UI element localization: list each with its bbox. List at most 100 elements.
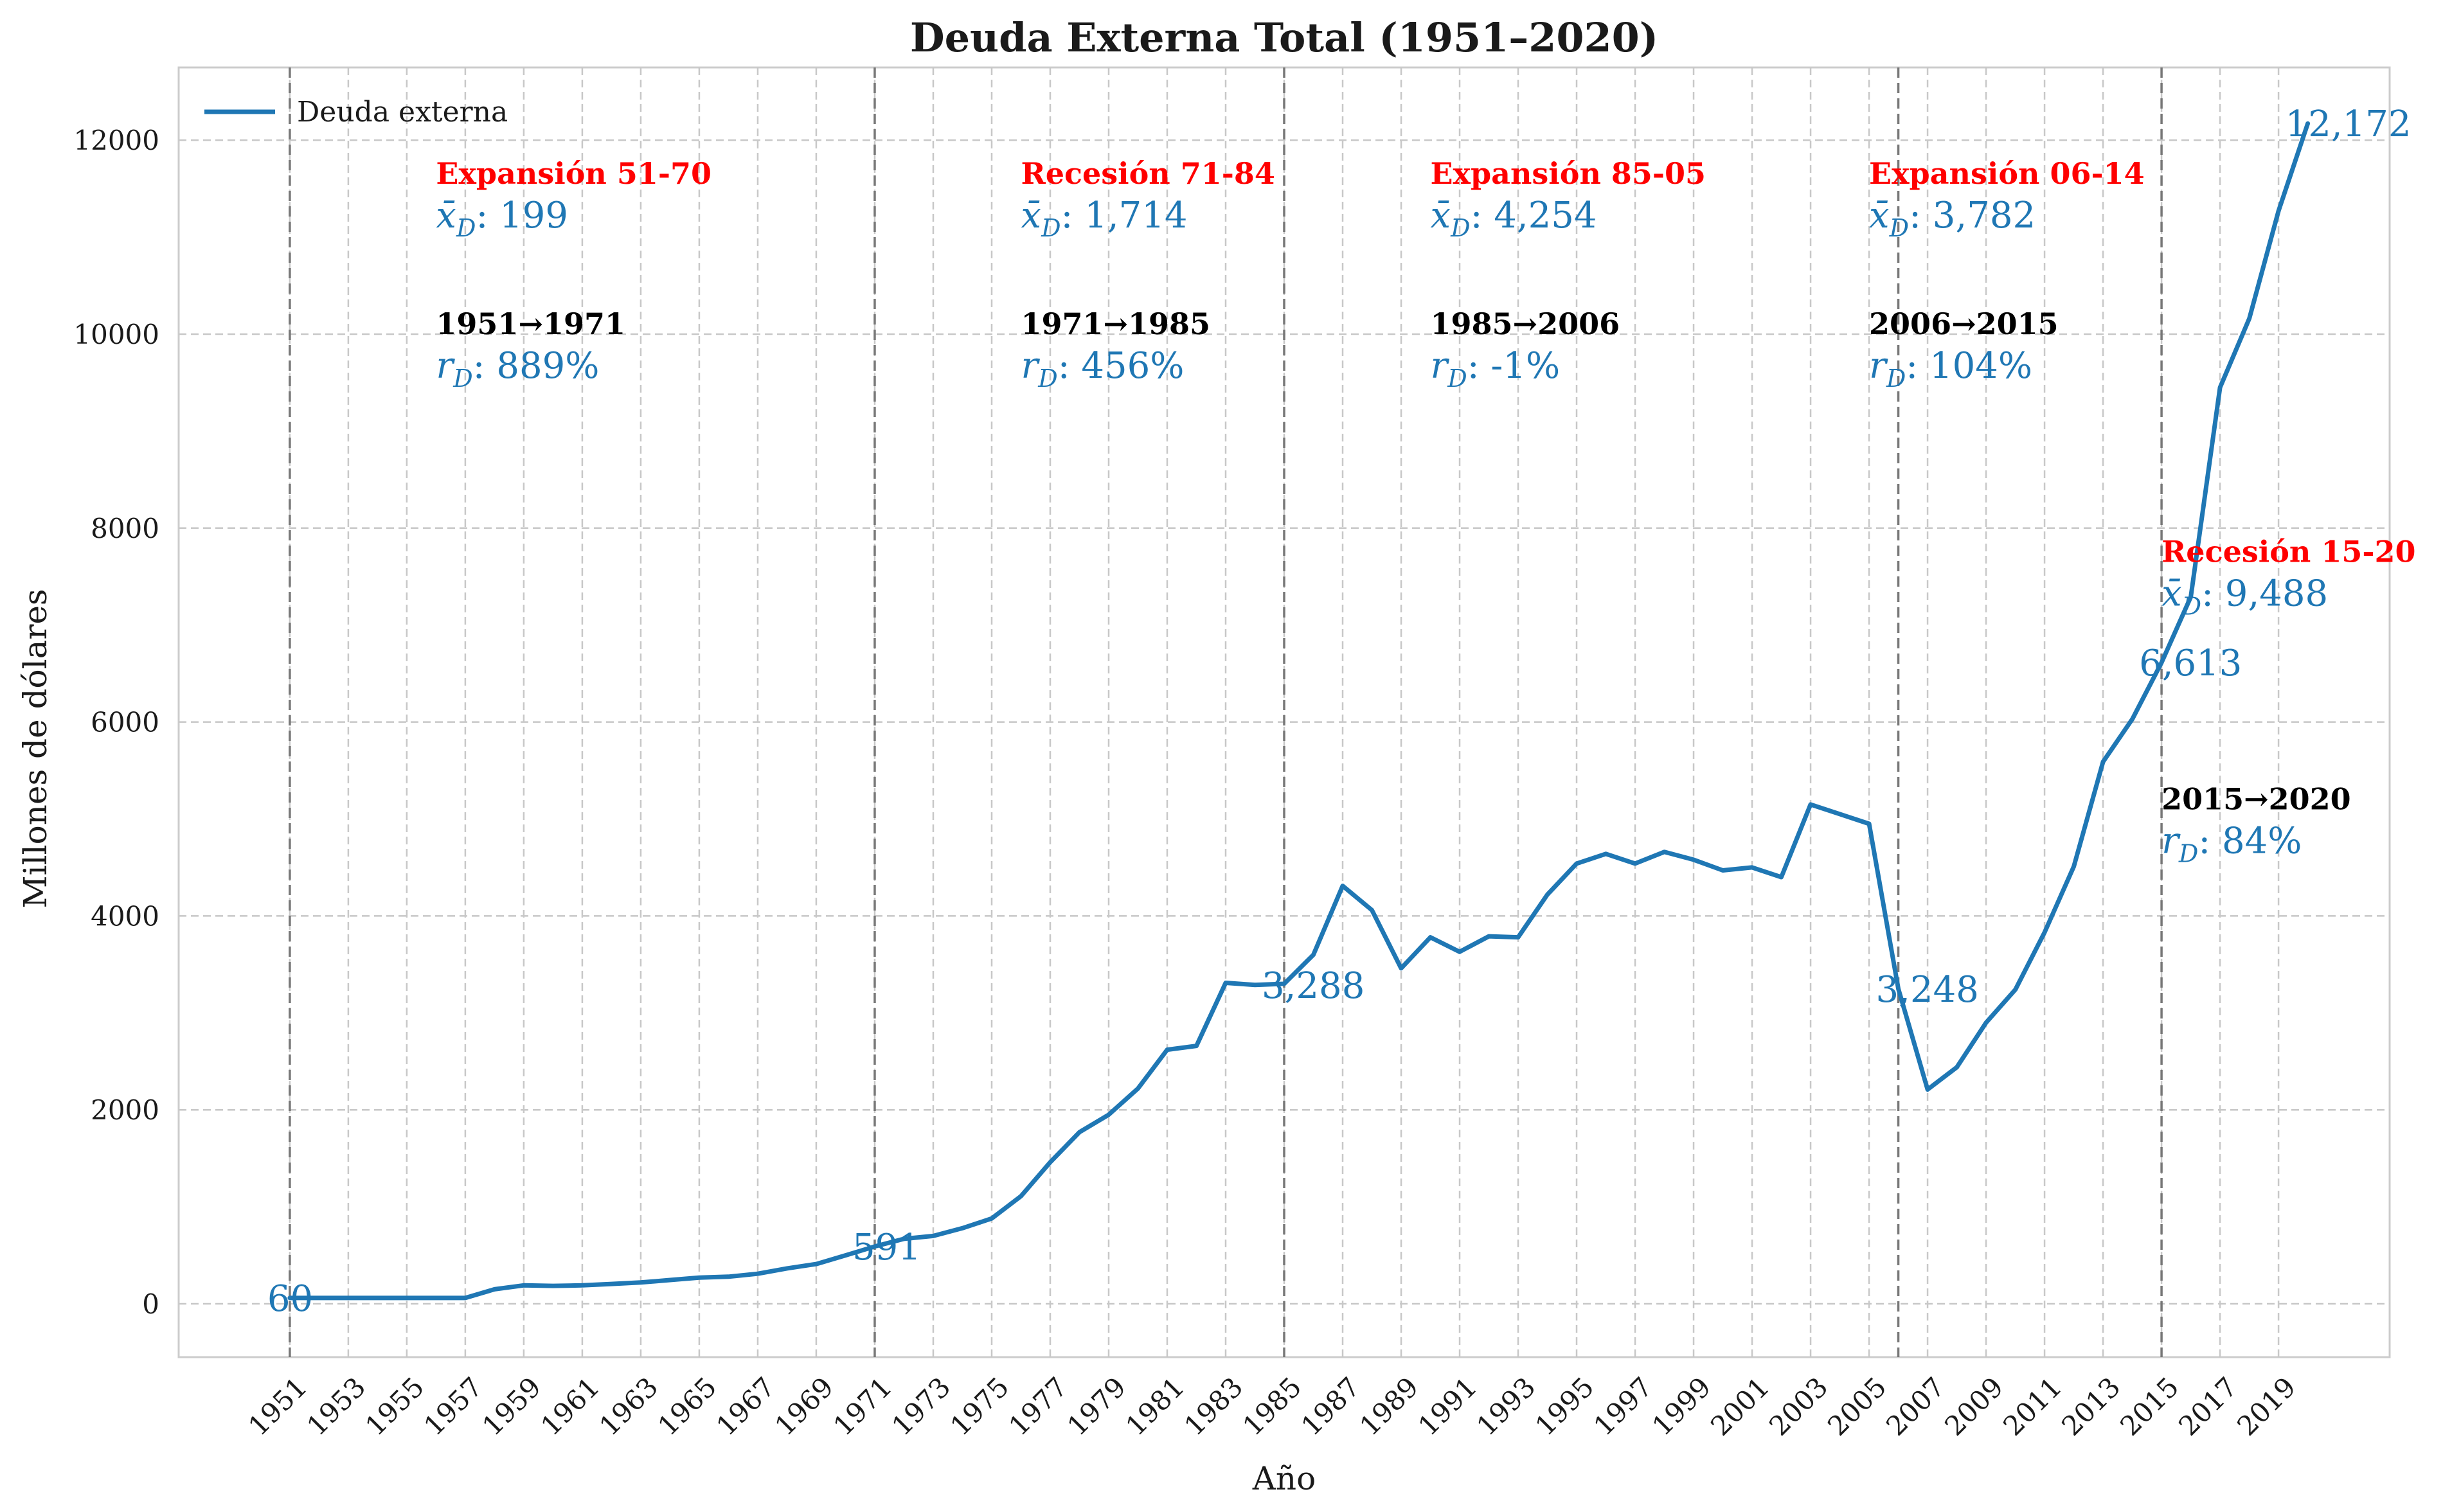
mean-value: : 4,254 [1471, 195, 1597, 236]
x-tick-label: 1953 [301, 1371, 371, 1442]
period-rate-label: rD: 84% [2161, 820, 2302, 867]
x-tick-label: 1961 [535, 1371, 605, 1442]
x-tick-label: 1973 [886, 1371, 956, 1442]
x-tick-label: 1993 [1471, 1371, 1541, 1442]
period-mean-label: x̄D: 3,782 [1869, 195, 2036, 242]
x-tick-label: 1989 [1354, 1371, 1424, 1442]
x-tick-label: 1995 [1529, 1371, 1600, 1442]
rate-value: : -1% [1467, 345, 1560, 387]
rate-symbol: r [1869, 345, 1888, 387]
x-tick-label: 1983 [1178, 1371, 1249, 1442]
point-label: 3,288 [1262, 965, 1365, 1007]
x-tick-label: 2001 [1705, 1371, 1775, 1442]
x-tick-label: 2011 [1997, 1371, 2068, 1442]
period-range: 1971→1985 [1021, 307, 1210, 341]
rate-value: : 104% [1906, 345, 2032, 387]
chart-title: Deuda Externa Total (1951–2020) [910, 14, 1658, 61]
series-line-deuda-externa [287, 121, 2311, 1301]
period-rate-label: rD: 456% [1021, 345, 1184, 393]
period-range: 2006→2015 [1869, 307, 2059, 341]
x-tick-label: 2019 [2231, 1371, 2302, 1442]
period-rate-label: rD: 889% [436, 345, 599, 393]
x-tick-label: 1957 [418, 1371, 488, 1442]
x-tick-label: 1959 [476, 1371, 547, 1442]
y-tick-label: 2000 [91, 1094, 159, 1126]
rate-subscript: D [1037, 364, 1057, 393]
y-tick-label: 0 [142, 1288, 159, 1320]
period-rate-label: rD: 104% [1869, 345, 2032, 393]
period-title: Recesión 71-84 [1021, 156, 1275, 191]
x-tick-label: 2009 [1938, 1371, 2009, 1442]
x-tick-label: 2005 [1821, 1371, 1892, 1442]
period-title: Expansión 51-70 [436, 156, 711, 191]
period-mean-label: x̄D: 1,714 [1021, 195, 1187, 242]
x-tick-label: 1987 [1295, 1371, 1366, 1442]
rate-value: : 456% [1058, 345, 1185, 387]
mean-subscript: D [2181, 592, 2201, 621]
legend-label: Deuda externa [297, 96, 508, 129]
point-label: 12,172 [2286, 103, 2412, 145]
mean-subscript: D [1041, 214, 1060, 242]
y-tick-label: 4000 [91, 900, 159, 932]
x-tick-label: 2015 [2114, 1371, 2185, 1442]
rate-subscript: D [1447, 364, 1467, 393]
period-mean-label: x̄D: 199 [436, 195, 568, 242]
x-tick-label: 1981 [1120, 1371, 1190, 1442]
x-tick-label: 1997 [1588, 1371, 1658, 1442]
rate-symbol: r [2161, 820, 2181, 862]
period-range: 1951→1971 [436, 307, 625, 341]
rate-subscript: D [452, 364, 472, 393]
x-tick-label: 1979 [1061, 1371, 1132, 1442]
mean-subscript: D [1450, 214, 1470, 242]
x-tick-label: 1955 [359, 1371, 430, 1442]
period-rate-label: rD: -1% [1431, 345, 1561, 393]
mean-value: : 199 [476, 195, 568, 236]
y-tick-label: 8000 [91, 513, 159, 544]
x-tick-label: 1969 [769, 1371, 839, 1442]
x-tick-label: 1963 [593, 1371, 664, 1442]
rate-subscript: D [1886, 364, 1906, 393]
mean-value: : 9,488 [2201, 573, 2328, 615]
x-tick-label: 1991 [1412, 1371, 1483, 1442]
mean-symbol: x̄ [1021, 195, 1041, 236]
x-tick-label: 1965 [652, 1371, 722, 1442]
rate-symbol: r [1431, 345, 1450, 387]
point-label: 591 [852, 1227, 921, 1268]
y-tick-label: 6000 [91, 707, 159, 738]
point-label: 3,248 [1876, 969, 1979, 1011]
y-axis-label: Millones de dólares [17, 589, 54, 908]
period-range: 2015→2020 [2161, 781, 2351, 816]
period-title: Expansión 06-14 [1869, 156, 2145, 191]
period-title: Recesión 15-20 [2161, 535, 2415, 569]
x-tick-label: 1967 [710, 1371, 781, 1442]
period-mean-label: x̄D: 4,254 [1431, 195, 1597, 242]
x-tick-label: 2007 [1880, 1371, 1951, 1442]
mean-symbol: x̄ [436, 195, 456, 236]
point-label: 60 [267, 1278, 313, 1320]
x-tick-label: 1985 [1237, 1371, 1307, 1442]
mean-symbol: x̄ [2161, 573, 2182, 615]
y-tick-label: 12000 [73, 125, 159, 156]
x-tick-label: 2003 [1763, 1371, 1834, 1442]
rate-subscript: D [2178, 839, 2198, 867]
period-range: 1985→2006 [1431, 307, 1620, 341]
period-title: Expansión 85-05 [1431, 156, 1706, 191]
mean-value: : 3,782 [1909, 195, 2036, 236]
mean-subscript: D [456, 214, 476, 242]
x-tick-label: 1975 [944, 1371, 1015, 1442]
mean-subscript: D [1889, 214, 1909, 242]
mean-value: : 1,714 [1061, 195, 1188, 236]
x-tick-label: 2013 [2055, 1371, 2126, 1442]
period-mean-label: x̄D: 9,488 [2161, 573, 2328, 621]
rate-value: : 889% [473, 345, 600, 387]
mean-symbol: x̄ [1869, 195, 1890, 236]
x-axis-label: Año [1252, 1460, 1316, 1497]
mean-symbol: x̄ [1431, 195, 1451, 236]
x-tick-label: 1951 [242, 1371, 313, 1442]
x-tick-label: 1977 [1003, 1371, 1073, 1442]
x-tick-label: 2017 [2172, 1371, 2243, 1442]
x-tick-label: 1999 [1646, 1371, 1717, 1442]
rate-symbol: r [1021, 345, 1040, 387]
